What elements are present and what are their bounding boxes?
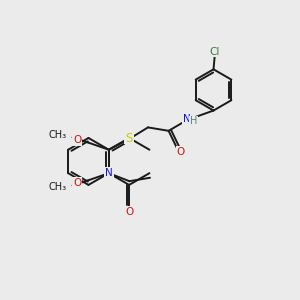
Text: O: O — [176, 147, 185, 157]
Text: Cl: Cl — [209, 46, 220, 57]
Text: N: N — [125, 133, 133, 143]
Text: H: H — [190, 116, 197, 126]
Text: O: O — [73, 135, 82, 145]
Text: CH₃: CH₃ — [48, 182, 66, 193]
Text: O: O — [73, 178, 82, 188]
Text: N: N — [105, 168, 113, 178]
Text: S: S — [126, 132, 133, 145]
Text: CH₃: CH₃ — [48, 130, 66, 140]
Text: N: N — [183, 114, 190, 124]
Text: O: O — [125, 207, 133, 217]
